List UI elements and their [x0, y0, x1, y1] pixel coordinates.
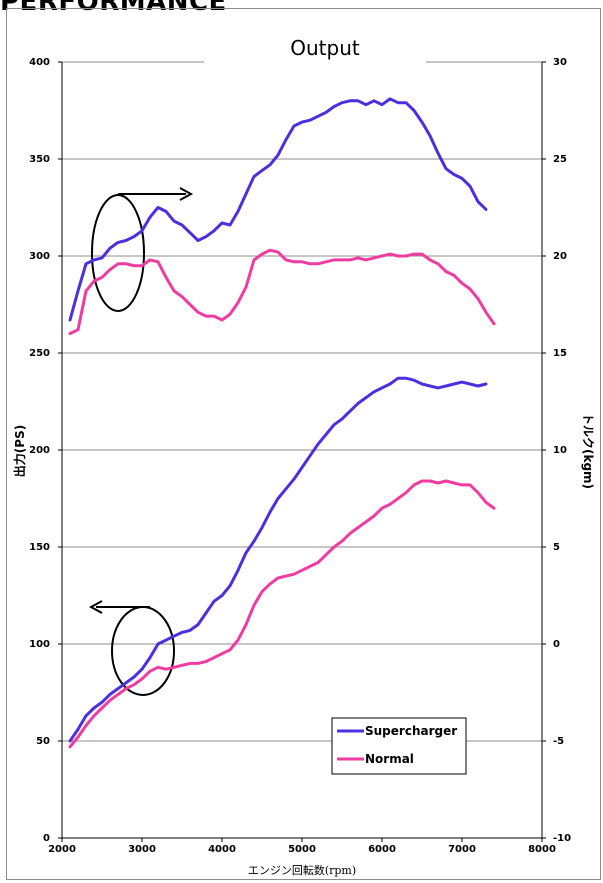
y-tick-label: 150: [29, 542, 50, 553]
chart-frame: [6, 8, 601, 880]
y2-tick-label: -5: [553, 736, 564, 747]
left-axis-ticks: 0 50 100 150 200 250 300 350 400: [29, 57, 62, 844]
y-tick-label: 100: [29, 639, 50, 650]
legend-box: [331, 717, 467, 775]
x-tick-label: 3000: [128, 844, 156, 855]
power-highlight-ellipse: [111, 606, 175, 696]
x-axis-title: エンジン回転数(rpm): [248, 864, 356, 877]
legend-label-supercharger: Supercharger: [365, 724, 457, 738]
x-tick-label: 5000: [288, 844, 316, 855]
chart-title: Output: [290, 36, 360, 60]
y2-tick-label: 25: [553, 154, 567, 165]
x-tick-label: 2000: [48, 844, 76, 855]
y-tick-label: 250: [29, 348, 50, 359]
torque-arrow-head: [179, 187, 194, 201]
y2-tick-label: 15: [553, 348, 567, 359]
annotations: [88, 187, 194, 696]
series-lines: [68, 97, 496, 749]
series-supercharger-torque: [68, 97, 488, 322]
y-tick-label: 0: [43, 833, 50, 844]
y2-tick-label: 30: [553, 57, 567, 68]
legend-label-normal: Normal: [365, 752, 414, 766]
y-tick-label: 200: [29, 445, 50, 456]
series-normal-power: [68, 479, 496, 749]
y2-tick-label: 5: [553, 542, 560, 553]
y2-axis-title: トルク(kgm): [581, 413, 595, 489]
y2-tick-label: 0: [553, 639, 560, 650]
torque-highlight-ellipse: [91, 194, 145, 312]
y2-tick-label: -10: [553, 833, 571, 844]
y-axis-title: 出力(PS): [12, 425, 27, 477]
y2-tick-label: 20: [553, 251, 567, 262]
x-tick-label: 7000: [448, 844, 476, 855]
x-axis-ticks: 2000 3000 4000 5000 6000 7000 8000: [48, 838, 556, 855]
y2-tick-label: 10: [553, 445, 567, 456]
series-supercharger-power: [68, 376, 488, 743]
x-tick-label: 8000: [528, 844, 556, 855]
title-background: [204, 38, 426, 68]
x-tick-label: 4000: [208, 844, 236, 855]
legend: Supercharger Normal: [331, 717, 467, 775]
x-tick-label: 6000: [368, 844, 396, 855]
y-tick-label: 300: [29, 251, 50, 262]
series-normal-torque: [68, 248, 496, 336]
power-arrow-head: [88, 600, 103, 614]
y-tick-label: 350: [29, 154, 50, 165]
gridlines: [62, 61, 542, 742]
y-tick-label: 50: [36, 736, 50, 747]
right-axis-ticks: -10 -5 0 5 10 15 20 25 30: [542, 57, 571, 844]
y-tick-label: 400: [29, 57, 50, 68]
